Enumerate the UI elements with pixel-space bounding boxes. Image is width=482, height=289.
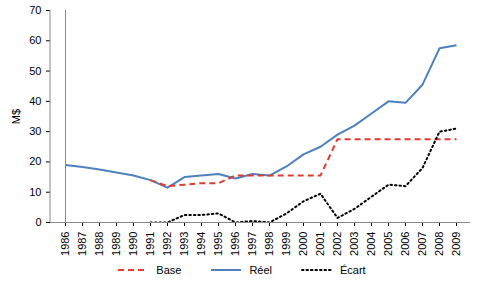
svg-text:30: 30 (29, 125, 41, 137)
svg-text:2001: 2001 (314, 232, 326, 256)
svg-text:1992: 1992 (161, 232, 173, 256)
svg-text:2005: 2005 (382, 232, 394, 256)
svg-text:40: 40 (29, 95, 41, 107)
svg-text:2000: 2000 (297, 232, 309, 256)
html-text:Écart: Écart (340, 264, 366, 276)
svg-text:2007: 2007 (416, 232, 428, 256)
svg-text:1990: 1990 (127, 232, 139, 256)
svg-text:2002: 2002 (331, 232, 343, 256)
html-text:Réel: Réel (249, 264, 272, 276)
svg-text:60: 60 (29, 34, 41, 46)
svg-text:1988: 1988 (93, 232, 105, 256)
svg-text:1998: 1998 (263, 232, 275, 256)
svg-text:2004: 2004 (365, 232, 377, 256)
svg-text:0: 0 (35, 216, 41, 228)
svg-text:1996: 1996 (229, 232, 241, 256)
svg-text:1991: 1991 (144, 232, 156, 256)
svg-text:1995: 1995 (212, 232, 224, 256)
svg-text:2003: 2003 (348, 232, 360, 256)
html-text:Base: Base (156, 264, 182, 276)
svg-text:1999: 1999 (280, 232, 292, 256)
svg-text:2006: 2006 (399, 232, 411, 256)
svg-text:1994: 1994 (195, 232, 207, 256)
svg-text:1989: 1989 (110, 232, 122, 256)
svg-text:1986: 1986 (59, 232, 71, 256)
svg-text:1997: 1997 (246, 232, 258, 256)
svg-text:10: 10 (29, 186, 41, 198)
svg-text:M$: M$ (10, 109, 22, 124)
svg-text:2008: 2008 (433, 232, 445, 256)
svg-text:1993: 1993 (178, 232, 190, 256)
svg-text:50: 50 (29, 65, 41, 77)
svg-text:20: 20 (29, 155, 41, 167)
svg-text:2009: 2009 (450, 232, 462, 256)
svg-text:70: 70 (29, 4, 41, 16)
svg-text:1987: 1987 (76, 232, 88, 256)
